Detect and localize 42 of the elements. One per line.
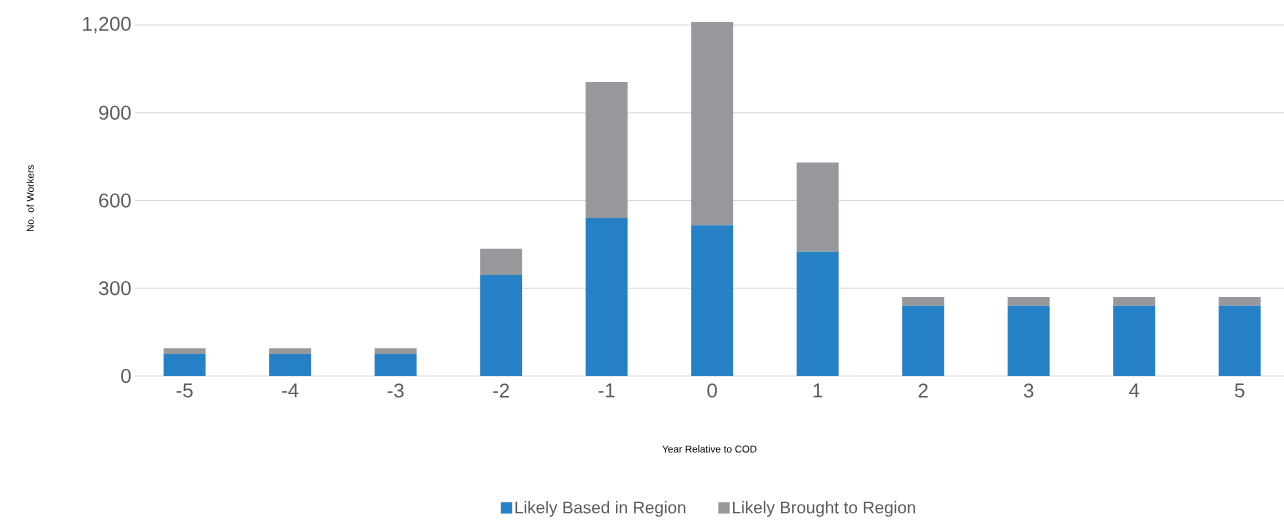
bar xyxy=(1218,297,1261,306)
bar xyxy=(374,348,417,355)
x-tick-label: 3 xyxy=(1023,383,1034,398)
bar xyxy=(1218,305,1261,376)
bar xyxy=(902,297,945,306)
bar xyxy=(163,348,206,355)
x-tick-label: 1 xyxy=(813,383,823,398)
x-tick-label: 2 xyxy=(918,383,928,398)
bar xyxy=(902,305,945,376)
y-tick-label: 300 xyxy=(99,281,131,296)
x-axis-title: Year Relative to COD xyxy=(662,445,757,453)
bar xyxy=(691,225,734,376)
x-tick-label: -4 xyxy=(282,383,299,398)
bar xyxy=(585,82,628,219)
x-tick-label: -1 xyxy=(598,383,615,398)
bar xyxy=(585,218,628,376)
y-tick-label: 600 xyxy=(99,193,131,208)
y-tick-label: 1,200 xyxy=(83,16,131,34)
bar xyxy=(374,354,417,376)
bar xyxy=(269,348,312,355)
bar xyxy=(796,251,839,376)
bar xyxy=(1007,305,1050,376)
bar xyxy=(480,248,523,276)
y-axis-title: No. of Workers xyxy=(26,165,34,232)
bar xyxy=(691,22,734,226)
bar xyxy=(480,275,523,376)
y-tick-label: 900 xyxy=(99,105,131,120)
x-tick-label: 0 xyxy=(707,383,717,398)
x-tick-label: -3 xyxy=(387,383,404,398)
bar xyxy=(796,162,839,252)
legend-label: Likely Based in Region xyxy=(515,501,686,517)
legend-label: Likely Brought to Region xyxy=(733,501,916,517)
bar xyxy=(1113,305,1156,376)
x-tick-label: -2 xyxy=(493,383,509,398)
bar xyxy=(163,354,206,376)
x-tick-label: 5 xyxy=(1234,383,1245,398)
bar xyxy=(1113,297,1156,306)
bar xyxy=(1007,297,1050,306)
y-tick-label: 0 xyxy=(121,368,131,384)
x-tick-label: -5 xyxy=(176,383,193,398)
bar xyxy=(269,354,312,376)
x-tick-label: 4 xyxy=(1129,383,1140,398)
